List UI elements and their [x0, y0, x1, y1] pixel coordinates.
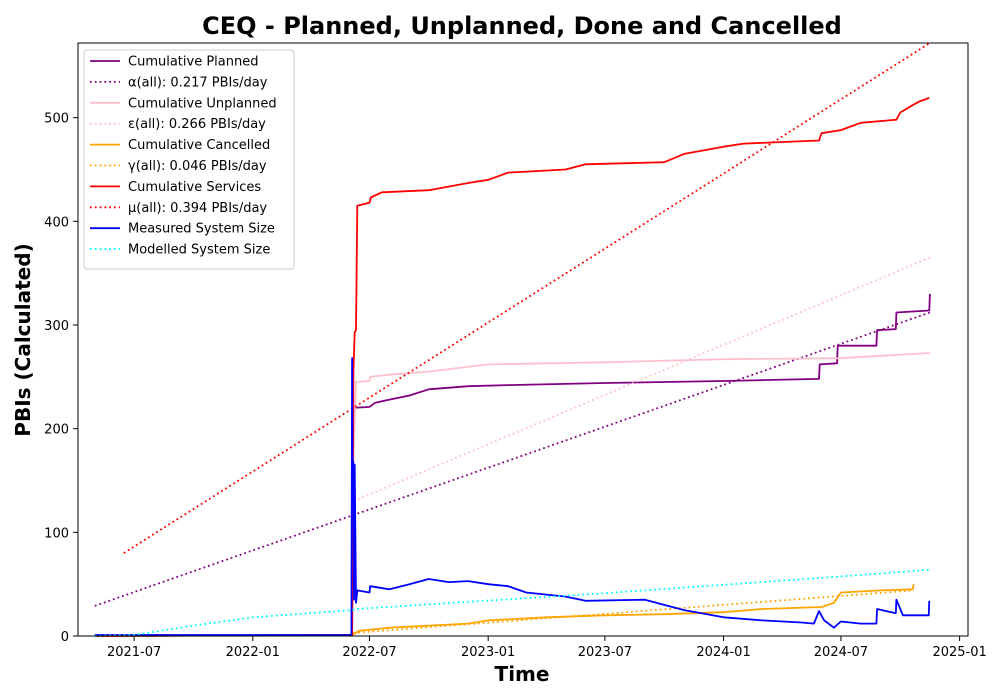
- chart-title: CEQ - Planned, Unplanned, Done and Cance…: [202, 12, 842, 40]
- x-tick-label: 2024-01: [696, 645, 750, 660]
- legend-entry: α(all): 0.217 PBIs/day: [128, 75, 268, 90]
- x-axis-ticks: 2021-07 2022-01 2022-07 2023-01 2023-07 2024-…: [107, 636, 987, 660]
- y-tick-label: 100: [44, 526, 69, 541]
- x-tick-label: 2023-07: [578, 645, 632, 660]
- legend-entry: Cumulative Planned: [128, 55, 258, 70]
- y-tick-label: 500: [44, 112, 69, 127]
- series-line-cumulative-planned: [94, 293, 931, 637]
- x-tick-label: 2021-07: [107, 645, 161, 660]
- x-tick-label: 2023-01: [461, 645, 515, 660]
- x-tick-label: 2024-07: [814, 645, 868, 660]
- x-tick-label: 2022-07: [342, 645, 396, 660]
- series-line-measured-system-size: [94, 357, 931, 636]
- legend-entry: Cumulative Unplanned: [128, 96, 277, 111]
- legend-entry: μ(all): 0.394 PBIs/day: [128, 201, 267, 216]
- legend-box: [83, 49, 295, 270]
- y-tick-label: 300: [44, 319, 69, 334]
- legend-entry: Cumulative Services: [128, 180, 261, 195]
- series-line-cumulative-services: [94, 97, 930, 637]
- series-line-all-0-266-pbis-day: [353, 256, 931, 503]
- x-tick-label: 2025-01: [932, 645, 986, 660]
- legend-entry: Cumulative Cancelled: [128, 138, 270, 153]
- legend-entry: Modelled System Size: [128, 243, 270, 258]
- x-tick-label: 2022-01: [226, 645, 280, 660]
- y-tick-label: 400: [44, 215, 69, 230]
- y-axis-ticks: 0 100 200 300 400 500: [44, 112, 78, 645]
- series-line-cumulative-cancelled: [94, 583, 915, 637]
- x-axis-label: Time: [495, 662, 550, 686]
- series-line-all-0-217-pbis-day: [94, 311, 931, 607]
- y-axis-label: PBIs (Calculated): [11, 243, 35, 436]
- legend-entry: Measured System Size: [128, 222, 275, 237]
- legend: Cumulative Planned α(all): 0.217 PBIs/day…: [83, 49, 295, 270]
- series-line-all-0-394-pbis-day: [123, 42, 931, 554]
- legend-entry: ε(all): 0.266 PBIs/day: [128, 117, 266, 132]
- y-tick-label: 0: [61, 630, 69, 645]
- legend-entry: γ(all): 0.046 PBIs/day: [128, 159, 267, 174]
- series-layer: [94, 42, 931, 637]
- plot-frame: [77, 42, 969, 637]
- y-tick-label: 200: [44, 423, 69, 438]
